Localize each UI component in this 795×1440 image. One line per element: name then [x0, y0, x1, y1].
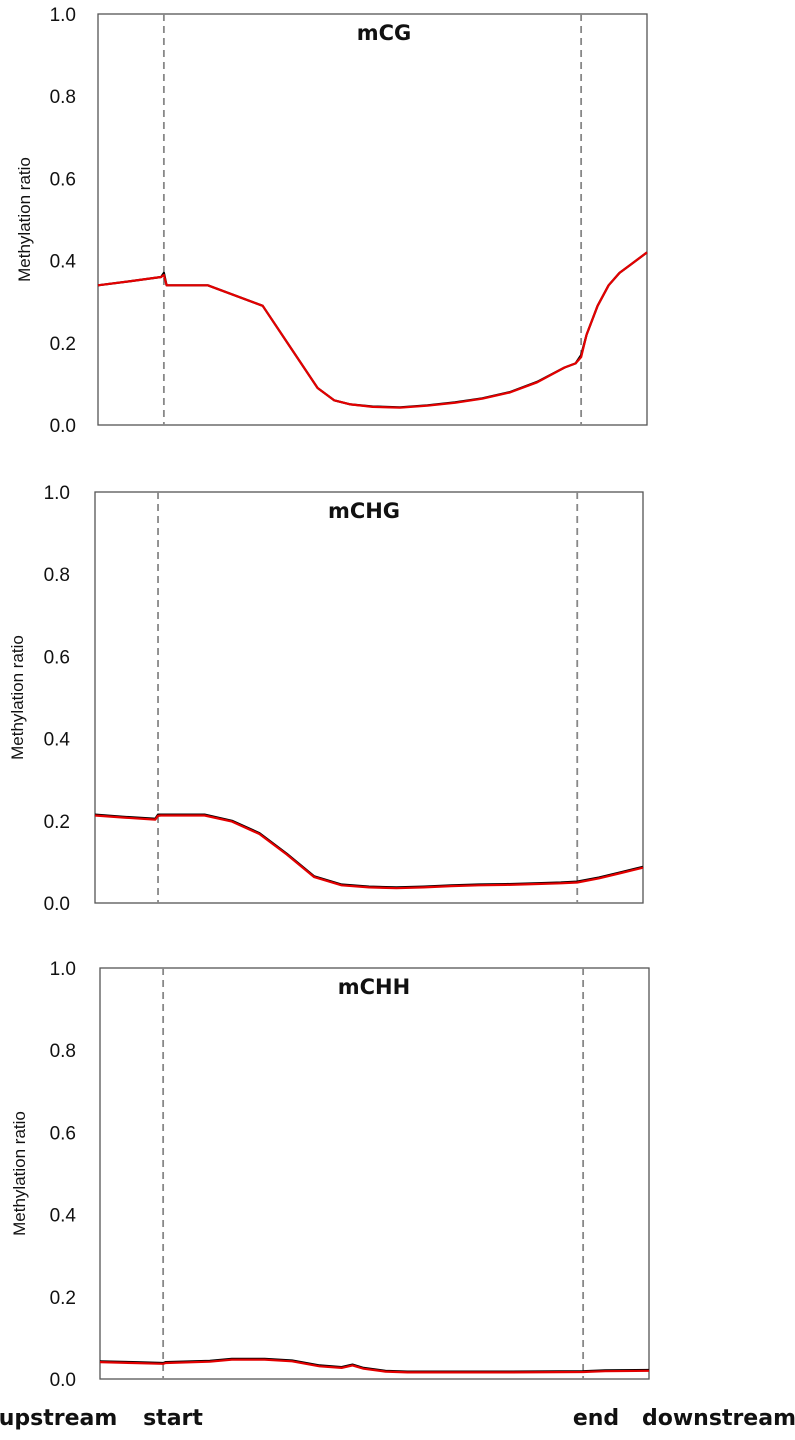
y-tick-label: 0.8 [50, 1041, 76, 1062]
y-tick-labels: 0.0 0.2 0.4 0.6 0.8 1.0 [50, 959, 77, 1391]
x-label-end: end [573, 1406, 619, 1431]
x-label-downstream: downstream [642, 1406, 795, 1431]
plot-frame [99, 967, 650, 1380]
series-line [94, 814, 644, 890]
data-lines [97, 14, 648, 425]
mcg-panel: Methylation ratio mCG 0.0 0.2 0.4 0.6 0.8 1.0 [15, 5, 648, 437]
series-line [94, 813, 644, 889]
y-tick-label: 0.4 [44, 730, 71, 751]
y-tick-labels: 0.0 0.2 0.4 0.6 0.8 1.0 [44, 483, 71, 915]
y-tick-label: 0.6 [50, 1123, 76, 1144]
y-tick-label: 0.0 [44, 894, 70, 915]
y-tick-label: 0.2 [50, 1288, 76, 1309]
series-line [99, 1358, 650, 1374]
y-tick-label: 0.6 [50, 169, 76, 190]
panel-title: mCHG [328, 499, 400, 523]
y-tick-label: 0.0 [50, 416, 76, 437]
plot-frame [97, 13, 648, 426]
data-lines [99, 968, 650, 1379]
y-tick-label: 1.0 [50, 959, 76, 980]
y-tick-label: 0.6 [44, 647, 70, 668]
y-tick-label: 0.4 [50, 252, 77, 273]
y-tick-label: 1.0 [44, 483, 70, 504]
y-axis-label: Methylation ratio [8, 635, 27, 760]
panel-title: mCHH [338, 975, 410, 999]
panel-title: mCG [357, 21, 412, 45]
y-tick-label: 0.8 [44, 565, 70, 586]
series-line [97, 251, 648, 409]
y-tick-label: 0.4 [50, 1206, 77, 1227]
y-axis-label: Methylation ratio [15, 157, 34, 282]
mchg-panel: Methylation ratio mCHG 0.0 0.2 0.4 0.6 0.8 1.… [8, 483, 644, 915]
y-axis-label: Methylation ratio [10, 1111, 29, 1236]
y-tick-label: 0.2 [50, 334, 76, 355]
y-tick-labels: 0.0 0.2 0.4 0.6 0.8 1.0 [50, 5, 77, 437]
y-tick-label: 0.2 [44, 812, 70, 833]
mchh-panel: Methylation ratio mCHH 0.0 0.2 0.4 0.6 0.8 1.… [10, 959, 650, 1391]
y-tick-label: 0.0 [50, 1370, 76, 1391]
plot-frame [94, 491, 644, 904]
x-axis-labels: upstream start end downstream [0, 1406, 795, 1431]
x-label-start: start [143, 1406, 203, 1431]
y-tick-label: 1.0 [50, 5, 76, 26]
x-label-upstream: upstream [0, 1406, 117, 1431]
y-tick-label: 0.8 [50, 87, 76, 108]
data-lines [94, 492, 644, 903]
series-line [97, 251, 648, 409]
